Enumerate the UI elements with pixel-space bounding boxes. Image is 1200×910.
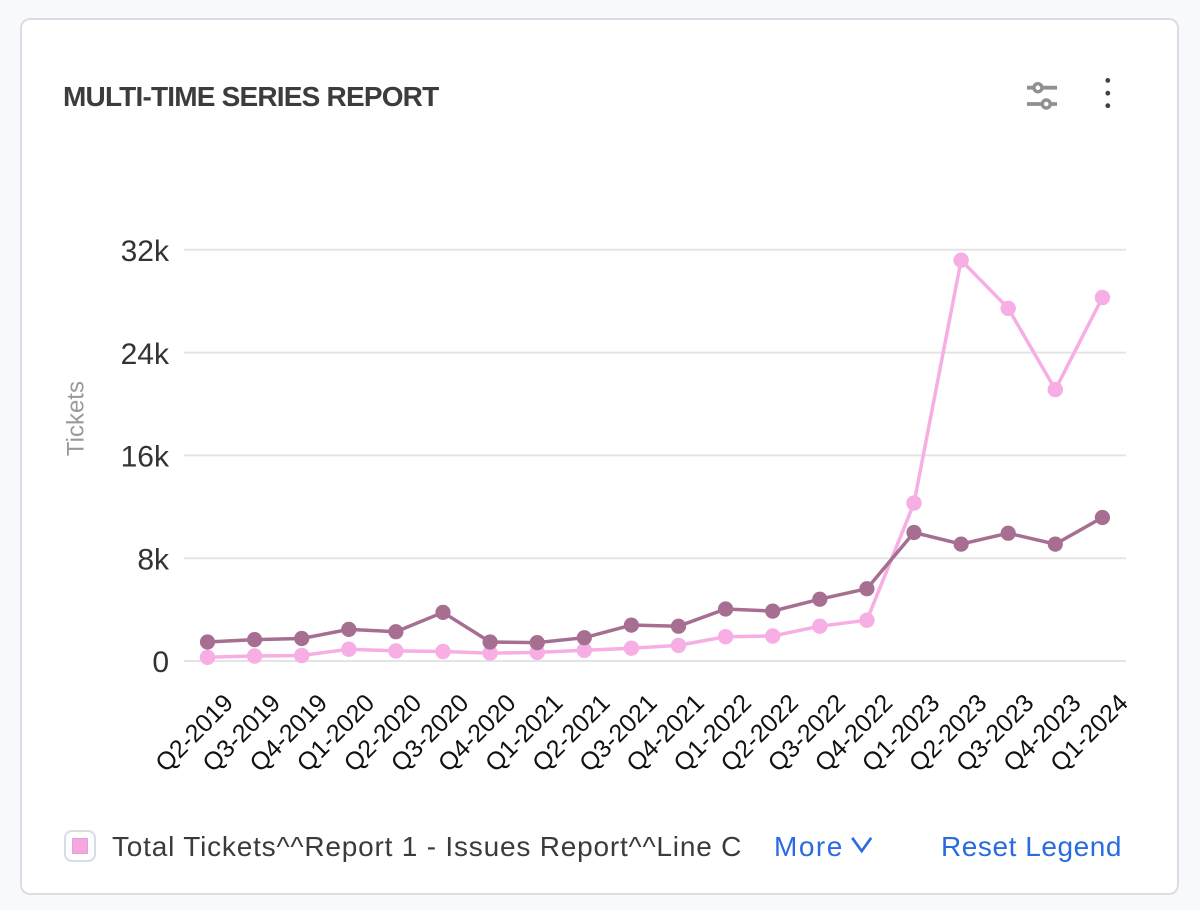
svg-text:32k: 32k	[121, 235, 170, 268]
svg-text:Tickets: Tickets	[63, 381, 90, 456]
svg-text:8k: 8k	[137, 543, 170, 576]
svg-text:24k: 24k	[121, 338, 170, 371]
svg-text:0: 0	[152, 646, 169, 679]
svg-text:16k: 16k	[121, 441, 170, 474]
